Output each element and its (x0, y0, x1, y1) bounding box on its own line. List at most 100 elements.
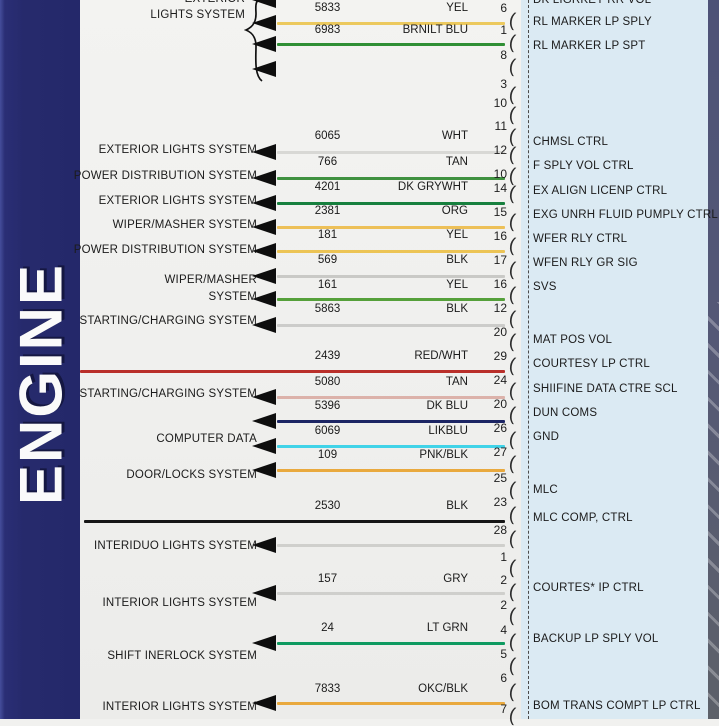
wire-line (277, 592, 505, 595)
signal-name: RL MARKER LP SPT (533, 40, 646, 52)
pin-number: 16 (493, 277, 507, 291)
system-label: EXTERIOR (60, 0, 245, 5)
pin-number: 29 (493, 349, 507, 363)
system-label: POWER DISTRIBUTION SYSTEM (73, 170, 257, 182)
signal-name: WFEN RLY GR SIG (533, 257, 638, 269)
pin-number: 6 (500, 1, 507, 15)
signal-name: MAT POS VOL (533, 334, 613, 346)
pin-number: 12 (493, 143, 507, 157)
pin-number: 7 (500, 702, 507, 716)
system-label: INTERIDUO LIGHTS SYSTEM (93, 540, 257, 552)
system-label: STARTING/CHARGING SYSTEM (79, 315, 257, 327)
signal-name: COURTESY LP CTRL (533, 358, 650, 370)
wire-color-code: BLK (446, 500, 468, 512)
system-label: EXTERIOR LIGHTS SYSTEM (98, 144, 257, 156)
wire-number: 2439 (314, 350, 341, 362)
wire-number: 6983 (314, 24, 341, 36)
signal-panel (521, 0, 708, 719)
pin-number: 12 (493, 301, 507, 315)
edge-texture (708, 301, 719, 719)
direction-arrow-icon (252, 219, 276, 235)
wire-line (277, 396, 505, 399)
wire-line (277, 43, 505, 46)
group-brace-icon (244, 0, 263, 82)
system-label: INTERIOR LIGHTS SYSTEM (102, 597, 257, 609)
direction-arrow-icon (252, 0, 276, 8)
direction-arrow-icon (252, 144, 276, 160)
wire-color-code: DK BLU (426, 400, 468, 412)
wire-color-code: LIKBLU (428, 425, 468, 437)
wire-color-code: GRY (443, 573, 468, 585)
wire-color-code: BLK (446, 303, 468, 315)
system-label: POWER DISTRIBUTION SYSTEM (73, 244, 257, 256)
signal-name: F SPLY VOL CTRL (533, 160, 634, 172)
pin-number: 23 (493, 495, 507, 509)
wire-number: 5833 (314, 2, 341, 14)
direction-arrow-icon (252, 462, 276, 478)
wire-number: 161 (317, 279, 338, 291)
wire-number: 6069 (314, 425, 341, 437)
pin-number: 4 (500, 623, 507, 637)
pin-number: 2 (500, 598, 507, 612)
pin-number: 16 (493, 229, 507, 243)
direction-arrow-icon (252, 585, 276, 601)
signal-name: MLC COMP, CTRL (533, 512, 633, 524)
pin-number: 26 (493, 421, 507, 435)
pin-number: 10 (493, 167, 507, 181)
signal-name: BACKUP LP SPLY VOL (533, 633, 659, 645)
wire-number: 6065 (314, 130, 341, 142)
wire-line (277, 544, 505, 547)
system-label: EXTERIOR LIGHTS SYSTEM (98, 195, 257, 207)
pin-number: 8 (500, 48, 507, 62)
pin-number: 25 (493, 471, 507, 485)
wire-color-code: RED/WHT (414, 350, 468, 362)
direction-arrow-icon (252, 170, 276, 186)
signal-name: DK LIGRKEY RR VOL (533, 0, 652, 6)
signal-name: EXG UNRH FLUID PUMPLY CTRL (533, 209, 718, 221)
wire-color-code: TAN (445, 156, 468, 168)
wire-number: 569 (317, 254, 338, 266)
direction-arrow-icon (252, 15, 276, 31)
wire-color-code: YEL (446, 229, 468, 241)
signal-name: DUN COMS (533, 407, 598, 419)
wire-line (277, 202, 505, 205)
pin-number: 1 (500, 550, 507, 564)
wire-line (277, 469, 505, 472)
wire-color-code: PNK/BLK (419, 449, 468, 461)
wire-line (277, 226, 505, 229)
wire-number: 181 (317, 229, 338, 241)
wire-color-code: DK GRYWHT (397, 181, 468, 193)
signal-name: CHMSL CTRL (533, 136, 609, 148)
wire-line (277, 324, 505, 327)
system-label: DOOR/LOCKS SYSTEM (126, 469, 257, 481)
direction-arrow-icon (252, 317, 276, 333)
signal-name: BOM TRANS COMPT LP CTRL (533, 700, 701, 712)
pin-number: 24 (493, 373, 507, 387)
engine-sidebar: ENGINE (0, 0, 80, 719)
wire-line (80, 370, 505, 373)
wire-number: 5080 (314, 376, 341, 388)
page-right-edge (708, 0, 719, 719)
system-label: STARTING/CHARGING SYSTEM (79, 388, 257, 400)
wire-number: 5863 (314, 303, 341, 315)
wire-line (277, 22, 505, 25)
signal-name: MLC (533, 484, 558, 496)
pin-number: 14 (493, 181, 507, 195)
pin-number: 17 (493, 253, 507, 267)
wire-line (277, 702, 505, 705)
direction-arrow-icon (252, 389, 276, 405)
system-label: INTERIOR LIGHTS SYSTEM (102, 701, 257, 713)
wire-color-code: TAN (445, 376, 468, 388)
wire-color-code: YEL (446, 279, 468, 291)
signal-name: RL MARKER LP SPLY (533, 16, 652, 28)
wire-color-code: BLK (446, 254, 468, 266)
wire-number: 2381 (314, 205, 341, 217)
signal-name: COURTES* IP CTRL (533, 582, 644, 594)
direction-arrow-icon (252, 635, 276, 651)
signal-name: SVS (533, 281, 557, 293)
wire-line (277, 298, 505, 301)
direction-arrow-icon (252, 413, 276, 429)
pin-number: 1 (500, 23, 507, 37)
direction-arrow-icon (252, 268, 276, 284)
system-label: SHIFT INERLOCK SYSTEM (107, 650, 257, 662)
